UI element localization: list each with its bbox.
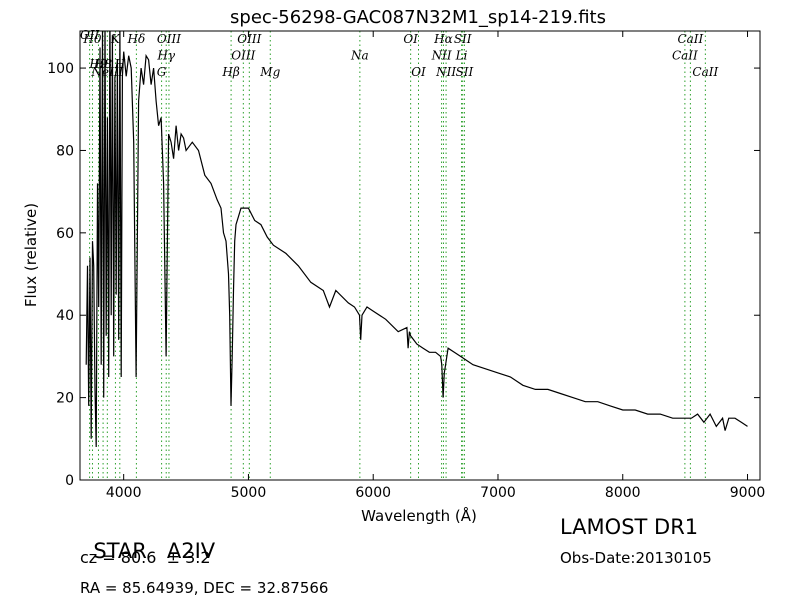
survey-name: LAMOST DR1 [560,515,699,539]
x-tick-label-1: 5000 [231,485,267,501]
line-label-0: OII [80,28,100,42]
ra-dec: RA = 85.64939, DEC = 32.87566 [80,579,329,597]
y-tick-label-2: 40 [56,308,74,324]
y-tick-label-5: 100 [47,61,74,77]
line-label-4: NeIII [90,65,123,79]
x-tick-label-5: 9000 [730,485,766,501]
subclass-label: A2IV [166,539,216,563]
line-label-26: CaII [692,65,718,79]
axis-ticks: 4000 5000 6000 7000 8000 9000 0 20 40 60 80 100 [47,31,765,501]
line-label-9: Hγ [156,49,175,63]
redshift-cz: cz = 80.6 ± 3.2 [80,548,211,567]
line-label-5: K [110,32,121,46]
line-label-14: Mg [259,65,280,79]
line-label-13: OIII [237,32,261,46]
line-label-12: OIII [231,49,255,63]
line-label-1: H0 [82,32,101,46]
object-class: STAR A2IV [80,515,215,563]
line-label-20: NII [435,65,456,79]
x-tick-label-4: 8000 [605,485,641,501]
line-label-22: Li [455,49,468,63]
y-axis-label: Flux (relative) [22,203,40,307]
line-label-16: OI [403,32,418,46]
spectrum-series [85,31,748,448]
line-label-3: H8 [93,57,112,71]
observation-date: Obs-Date:20130105 [560,549,712,567]
chart-title: spec-56298-GAC087N32M1_sp14-219.fits [230,7,606,28]
y-tick-label-0: 0 [65,473,74,489]
y-tick-label-3: 60 [56,226,74,242]
line-label-25: CaII [677,32,703,46]
x-tick-label-0: 4000 [106,485,142,501]
line-label-7: Hδ [127,32,146,46]
x-tick-label-3: 7000 [480,485,516,501]
line-label-23: SII [456,65,474,79]
plot-frame [79,30,761,481]
line-label-24: CaII [672,49,698,63]
line-label-21: SII [454,32,472,46]
line-label-19: Hα [433,32,453,46]
x-tick-label-2: 6000 [355,485,391,501]
spectrum-line [85,31,748,448]
line-label-11: Hβ [221,65,239,79]
line-label-17: OI [411,65,426,79]
class-label: STAR [93,539,147,563]
y-tick-label-4: 80 [56,143,74,159]
line-label-18: NII [431,49,452,63]
y-tick-label-1: 20 [56,391,74,407]
line-label-6: H [114,57,126,71]
spectral-line-markers [89,31,706,480]
line-label-15: Na [350,49,369,63]
x-axis-label: Wavelength (Å) [361,506,477,525]
line-label-10: OIII [157,32,181,46]
line-label-8: G [157,65,167,79]
line-label-2: H9 [88,57,107,71]
